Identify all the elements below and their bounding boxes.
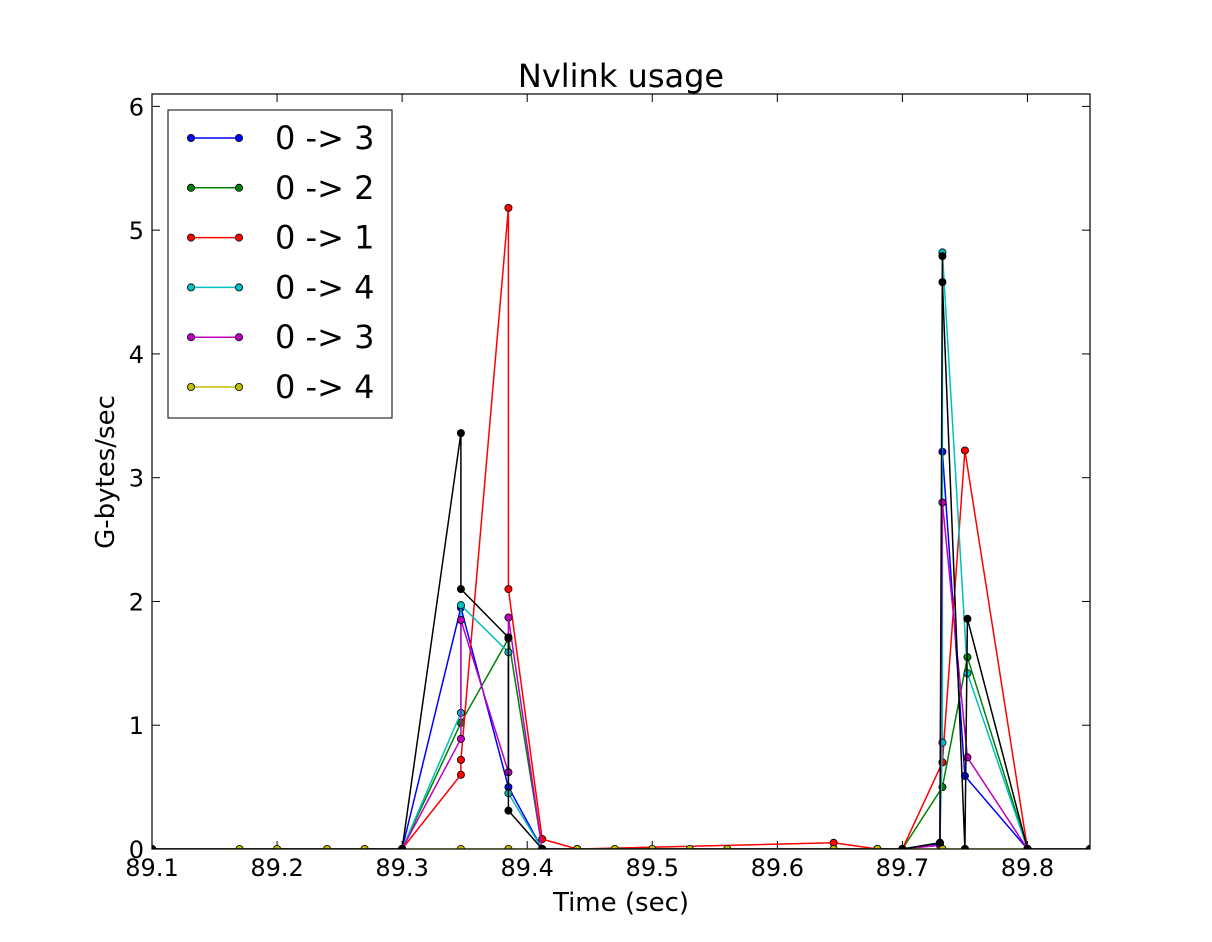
x-tick-label: 89.1: [125, 854, 178, 882]
x-axis-label: Time (sec): [552, 888, 689, 918]
data-point: [873, 845, 882, 849]
series-line: [152, 636, 1090, 849]
legend-label: 0 -> 4: [275, 268, 374, 306]
y-axis-label: G-bytes/sec: [91, 395, 121, 549]
data-point: [963, 614, 972, 623]
series-line: [152, 207, 1090, 849]
data-point: [360, 845, 369, 849]
data-point: [398, 845, 407, 849]
y-tick-label: 3: [129, 465, 144, 493]
data-point: [960, 446, 969, 455]
data-point: [963, 753, 972, 762]
legend: 0 -> 3 0 -> 2 0 -> 1 0 -> 4 0 -> 3 0 -> 4: [167, 109, 393, 419]
legend-label: 0 -> 2: [275, 169, 374, 207]
data-point: [1023, 845, 1032, 849]
legend-label: 0 -> 4: [275, 368, 374, 406]
legend-marker: [234, 382, 243, 391]
x-tick-label: 89.2: [250, 854, 303, 882]
legend-marker: [186, 183, 195, 192]
data-point: [504, 203, 513, 212]
data-point: [648, 845, 657, 849]
data-point: [935, 838, 944, 847]
data-point: [504, 806, 513, 815]
legend-marker: [186, 333, 195, 342]
data-point: [456, 429, 465, 438]
data-point: [323, 845, 332, 849]
data-point: [152, 845, 156, 849]
y-tick-label: 6: [129, 93, 144, 121]
x-tick-label: 89.7: [876, 854, 929, 882]
legend-marker: [234, 183, 243, 192]
legend-marker: [234, 233, 243, 242]
data-point: [456, 585, 465, 594]
data-point: [456, 845, 465, 849]
x-tick-label: 89.6: [751, 854, 804, 882]
y-tick-label: 1: [129, 712, 144, 740]
legend-label: 0 -> 3: [275, 318, 374, 356]
data-point: [456, 734, 465, 743]
data-point: [456, 601, 465, 610]
data-point: [938, 278, 947, 287]
data-point: [898, 845, 907, 849]
legend-marker: [186, 382, 195, 391]
series-6: [152, 252, 1090, 849]
data-point: [456, 770, 465, 779]
y-tick-label: 2: [129, 588, 144, 616]
chart-title: Nvlink usage: [518, 57, 724, 95]
legend-marker: [186, 283, 195, 292]
legend-marker: [234, 283, 243, 292]
legend-marker: [186, 233, 195, 242]
data-point: [610, 845, 619, 849]
legend-marker: [234, 333, 243, 342]
x-tick-label: 89.5: [626, 854, 679, 882]
series-line: [152, 451, 1090, 849]
data-point: [456, 616, 465, 625]
data-point: [538, 845, 547, 849]
data-point: [685, 845, 694, 849]
y-tick-label: 4: [129, 341, 144, 369]
data-point: [938, 252, 947, 261]
data-point: [504, 585, 513, 594]
y-tick-label: 5: [129, 217, 144, 245]
data-point: [456, 755, 465, 764]
series-line: [152, 256, 1090, 849]
data-point: [504, 613, 513, 622]
legend-box: [167, 109, 393, 419]
x-tick-label: 89.8: [1001, 854, 1054, 882]
data-point: [235, 845, 244, 849]
data-point: [273, 845, 282, 849]
data-point: [938, 498, 947, 507]
data-point: [1086, 845, 1090, 849]
plot-area: 89.1 89.2 89.3 89.4 89.5 89.6 89.7 89.8 0 1 2 3 4 5 6: [125, 93, 1091, 882]
legend-label: 0 -> 3: [275, 119, 374, 157]
data-point: [504, 845, 513, 849]
axes-frame: [151, 93, 1091, 850]
legend-label: 0 -> 1: [275, 219, 374, 257]
y-tick-label: 0: [129, 836, 144, 864]
data-point: [504, 633, 513, 642]
data-point: [960, 845, 969, 849]
legend-marker: [186, 133, 195, 142]
data-point: [573, 845, 582, 849]
x-tick-label: 89.3: [375, 854, 428, 882]
data-point: [723, 845, 732, 849]
legend-marker: [234, 133, 243, 142]
data-point: [829, 845, 838, 849]
x-tick-label: 89.4: [500, 854, 553, 882]
